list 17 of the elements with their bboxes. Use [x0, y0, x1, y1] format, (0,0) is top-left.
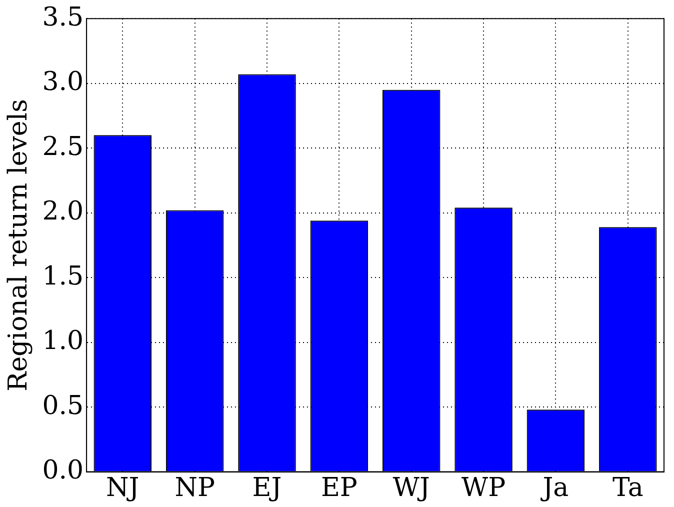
y-tick-label: 3.0: [42, 67, 84, 98]
x-tick-label: NP: [174, 473, 215, 504]
x-tick-label: WJ: [392, 473, 430, 504]
x-tick-label: NJ: [106, 473, 140, 504]
y-tick-label: 0.0: [42, 456, 84, 486]
y-tick-label: 2.5: [42, 132, 84, 162]
x-tick-label: Ta: [612, 473, 644, 504]
x-tick-label: EP: [320, 473, 358, 504]
y-tick-label: 1.0: [42, 326, 84, 356]
x-tick-label: Ja: [540, 473, 569, 504]
x-tick-label: WP: [461, 473, 506, 504]
y-tick-label: 0.5: [42, 390, 84, 421]
y-axis-title: Regional return levels: [3, 99, 34, 392]
y-tick-label: 2.0: [42, 196, 84, 227]
y-tick-label: 3.5: [42, 2, 84, 32]
y-tick-label: 1.5: [42, 261, 84, 292]
x-tick-label: EJ: [252, 473, 282, 504]
